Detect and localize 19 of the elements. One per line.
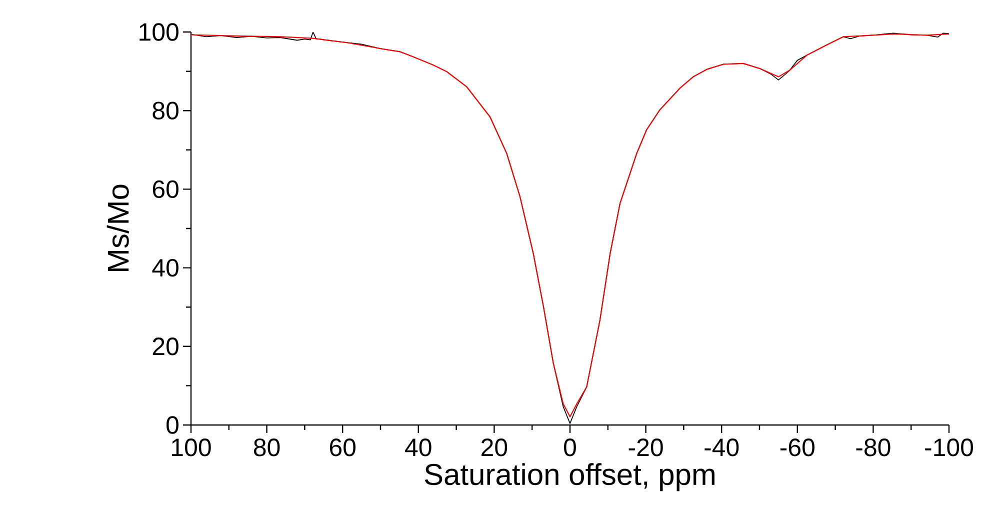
x-tick-label: -60: [780, 438, 814, 456]
x-tick-label: 0: [564, 438, 576, 456]
x-tick-label: -80: [856, 438, 890, 456]
x-tick-label: 20: [482, 438, 508, 456]
y-tick-label: 100: [140, 23, 178, 41]
y-tick-label: 80: [152, 102, 178, 120]
x-tick-label: -40: [704, 438, 739, 456]
x-tick-label: -20: [628, 438, 663, 456]
x-axis-title: Saturation offset, ppm: [424, 463, 714, 492]
y-axis-title: Ms/Mo: [106, 184, 129, 272]
x-tick-label: 80: [254, 438, 280, 456]
y-tick-label: 40: [152, 258, 178, 277]
x-tick-label: 100: [172, 438, 211, 456]
x-tick-label: 40: [405, 438, 432, 456]
x-tick-label: -100: [925, 438, 974, 456]
y-tick-label: 20: [152, 338, 178, 356]
y-tick-label: 60: [152, 180, 178, 198]
x-tick-label: 60: [330, 438, 356, 456]
y-tick-label: 0: [166, 416, 178, 434]
